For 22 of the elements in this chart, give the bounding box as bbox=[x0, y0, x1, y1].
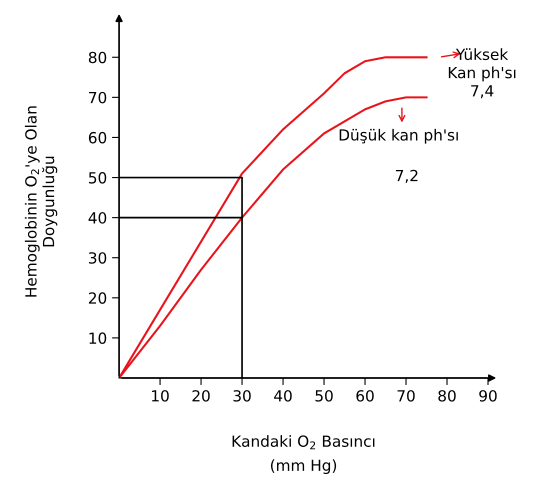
x-tick-label: 90 bbox=[479, 390, 497, 402]
y-tick-label: 40 bbox=[88, 212, 106, 224]
y-tick-label: 20 bbox=[88, 292, 106, 304]
annotation: Yüksek Kan ph'sı 7,4 bbox=[448, 48, 516, 98]
y-tick-label: 30 bbox=[88, 252, 106, 264]
x-tick-label: 20 bbox=[192, 390, 210, 402]
y-tick-label: 80 bbox=[88, 52, 106, 64]
y-tick-label: 50 bbox=[89, 172, 106, 184]
x-axis-title: Kandaki O$_{2}$ Basıncı (mm Hg) bbox=[232, 435, 374, 474]
y-axis-title: Hemoglobinin O$_{2}$'ye Olan Doygunluğu bbox=[24, 106, 58, 297]
x-tick-label: 50 bbox=[315, 390, 333, 402]
x-tick-label: 70 bbox=[398, 390, 415, 402]
x-tick-label: 40 bbox=[274, 390, 292, 402]
x-tick-label: 10 bbox=[152, 390, 169, 402]
y-tick-label: 70 bbox=[89, 92, 106, 104]
annotation: Düşük kan ph'sı bbox=[340, 128, 458, 144]
x-tick-label: 30 bbox=[233, 390, 251, 402]
annotation: 7,2 bbox=[396, 170, 418, 183]
x-tick-label: 80 bbox=[438, 390, 456, 402]
y-tick-label: 10 bbox=[90, 332, 106, 344]
y-tick-label: 60 bbox=[88, 132, 106, 144]
x-tick-label: 60 bbox=[356, 390, 374, 402]
